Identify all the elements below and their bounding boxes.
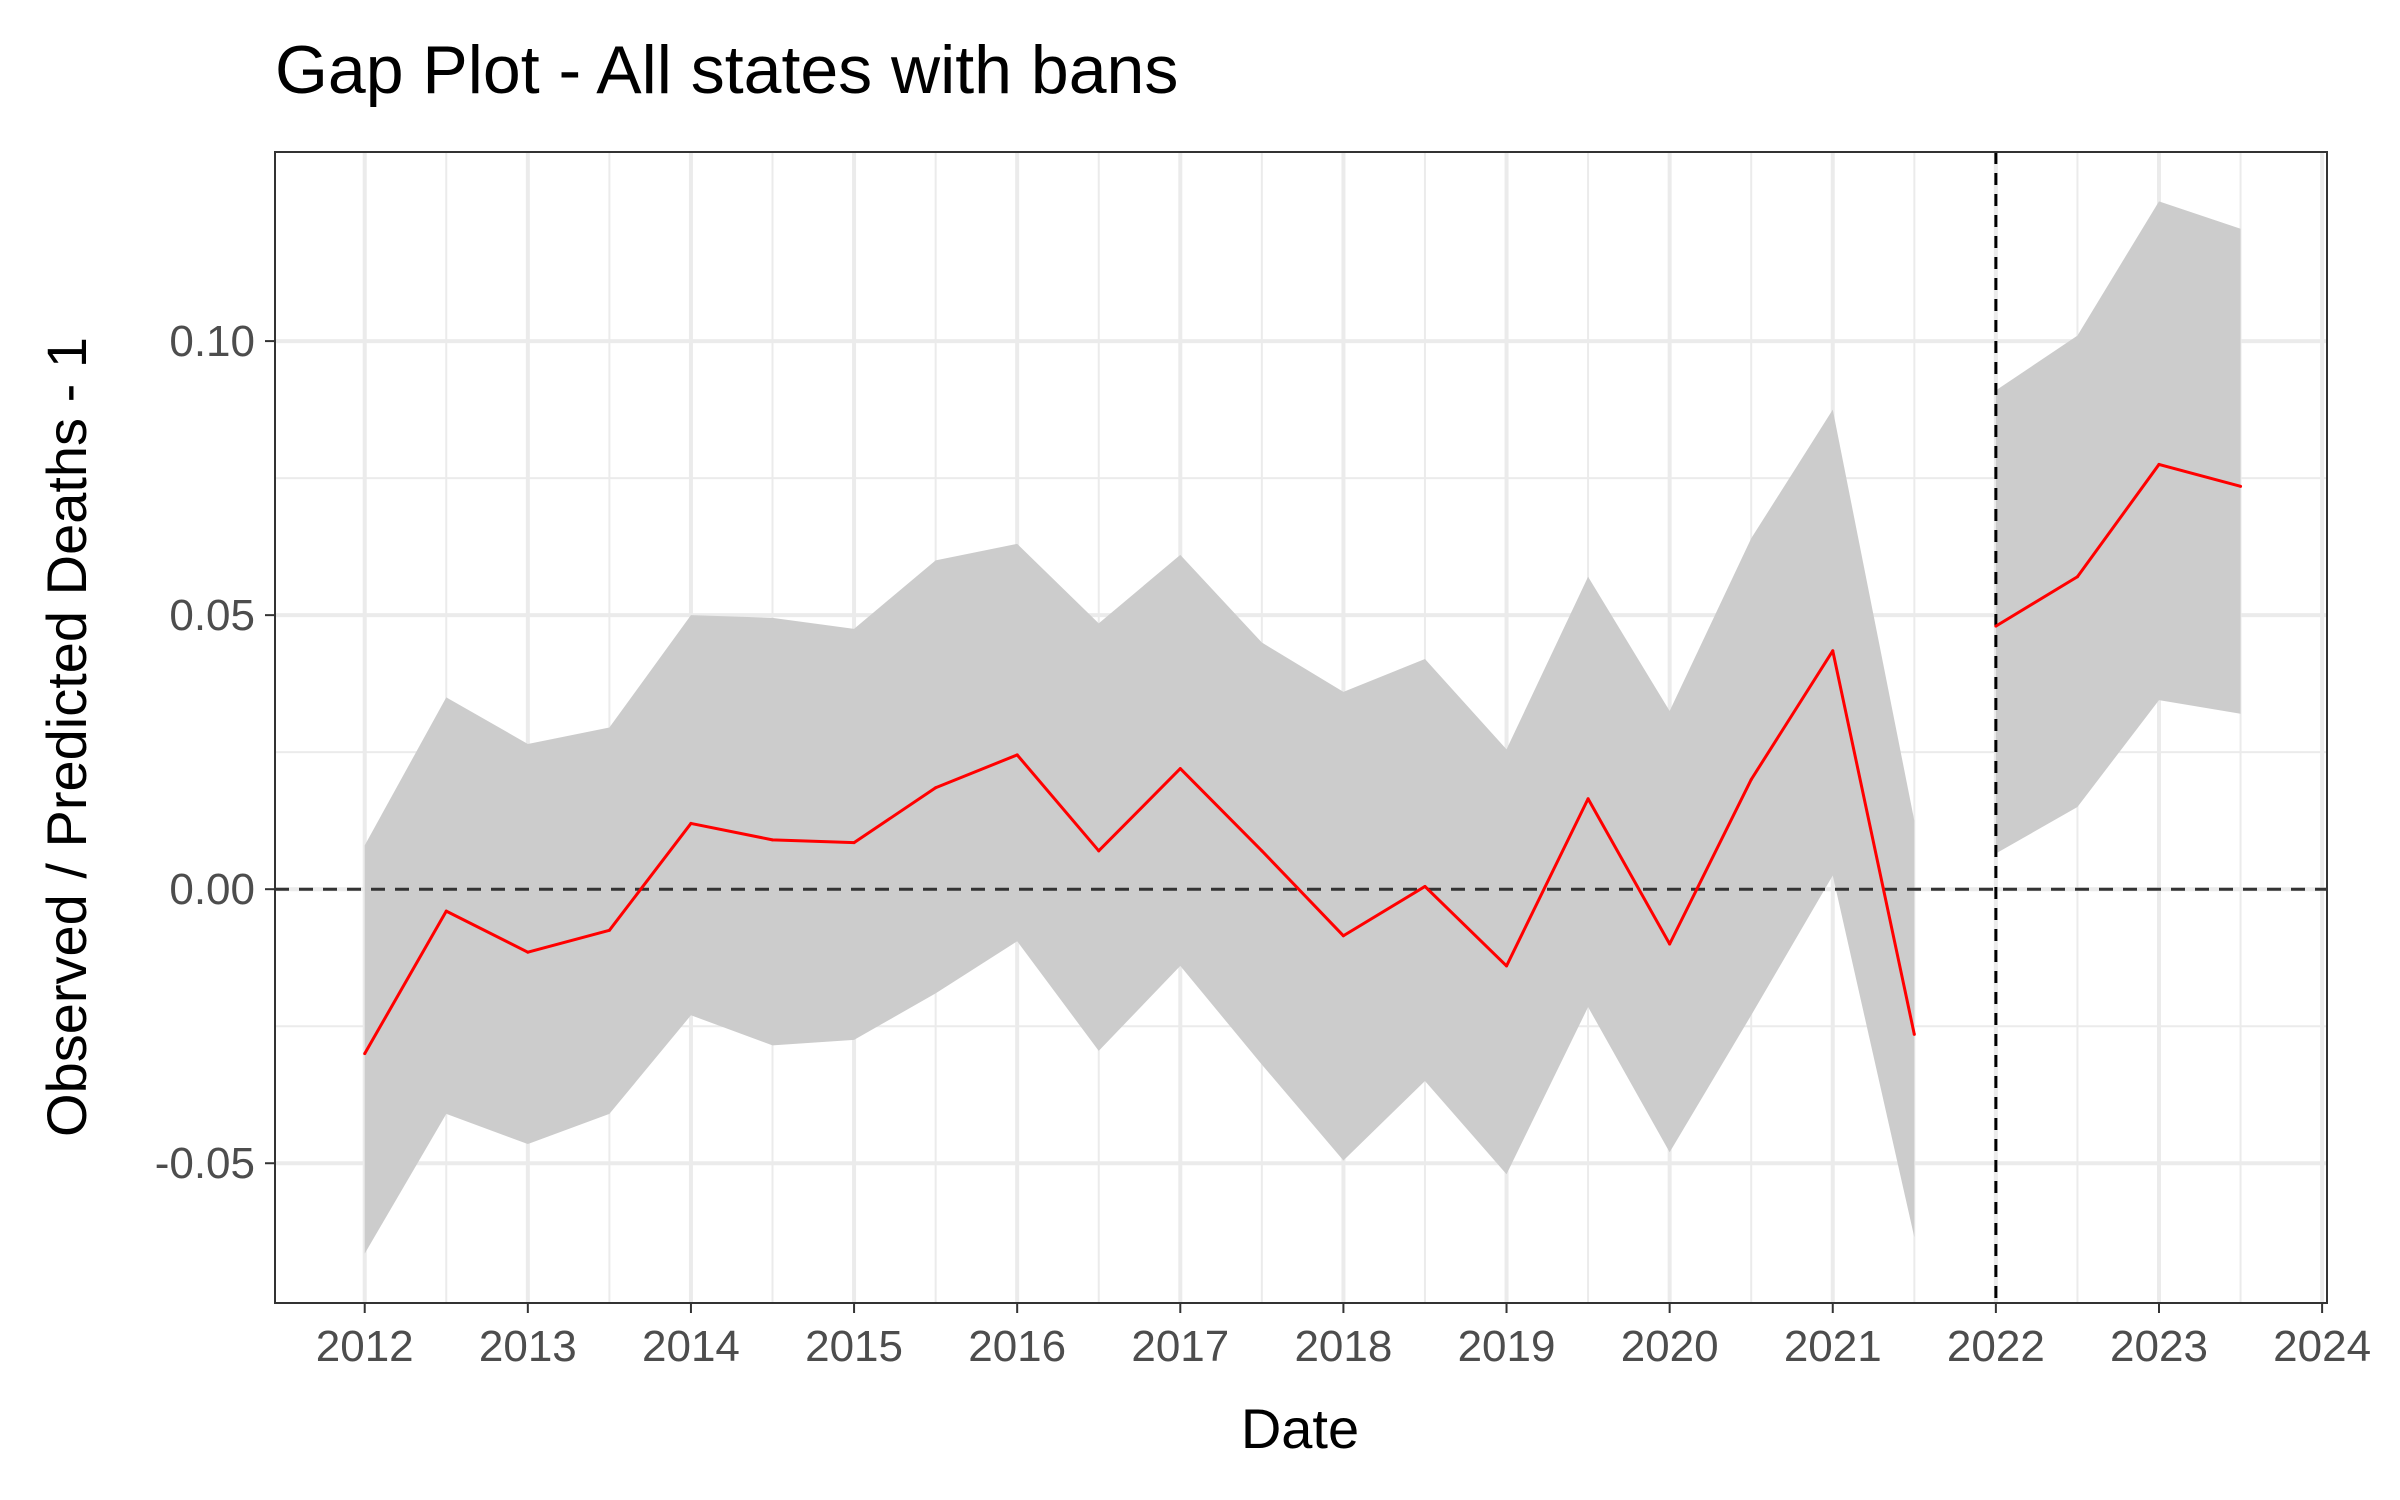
data-point (1912, 1032, 1916, 1036)
x-axis-ticks: 2012 2013 2014 2015 2016 2017 2018 2019 2020 2021… (316, 1303, 2371, 1371)
y-axis-title: Observed / Predicted Deaths - 1 (35, 337, 98, 1137)
data-point (1341, 934, 1345, 938)
reference-lines (275, 152, 2327, 1303)
confidence-band-1 (364, 409, 1915, 1254)
data-point (1586, 797, 1590, 801)
x-tick-label: 2020 (1621, 1322, 1719, 1371)
x-tick-label: 2012 (316, 1322, 414, 1371)
x-tick-label: 2013 (479, 1322, 577, 1371)
data-point (689, 821, 693, 825)
series-line-1 (363, 649, 1916, 1055)
data-point (2075, 575, 2079, 579)
data-point (1505, 964, 1509, 968)
x-tick-label: 2019 (1458, 1322, 1556, 1371)
series-lines (363, 462, 2243, 1056)
confidence-bands (364, 201, 2241, 1254)
data-point (607, 928, 611, 932)
x-axis-title: Date (1241, 1397, 1359, 1460)
data-point (2239, 484, 2243, 488)
confidence-band-2 (1995, 201, 2241, 854)
y-tick-label: 0.00 (169, 865, 255, 914)
data-point (1668, 942, 1672, 946)
y-axis-ticks: -0.05 0.00 0.05 0.10 (155, 317, 275, 1188)
y-tick-label: 0.10 (169, 317, 255, 366)
x-tick-label: 2024 (2273, 1322, 2371, 1371)
x-tick-label: 2021 (1784, 1322, 1882, 1371)
data-point (1423, 884, 1427, 888)
x-tick-label: 2016 (968, 1322, 1066, 1371)
x-tick-label: 2014 (642, 1322, 740, 1371)
data-point (2157, 462, 2161, 466)
x-tick-label: 2023 (2110, 1322, 2208, 1371)
data-point (934, 786, 938, 790)
data-point (444, 909, 448, 913)
data-point (363, 1052, 367, 1056)
data-point (526, 950, 530, 954)
y-tick-label: -0.05 (155, 1139, 255, 1188)
x-tick-label: 2017 (1131, 1322, 1229, 1371)
data-point (852, 841, 856, 845)
x-tick-label: 2022 (1947, 1322, 2045, 1371)
x-tick-label: 2018 (1294, 1322, 1392, 1371)
chart-title: Gap Plot - All states with bans (275, 32, 1178, 108)
panel-border (274, 151, 2328, 1304)
y-tick-label: 0.05 (169, 591, 255, 640)
data-point (1015, 753, 1019, 757)
data-point (1994, 624, 1998, 628)
data-point (1831, 649, 1835, 653)
data-point (1749, 778, 1753, 782)
data-point (1260, 849, 1264, 853)
data-point (771, 838, 775, 842)
series-line-2 (1995, 462, 2241, 628)
data-point (1097, 849, 1101, 853)
data-point (1178, 767, 1182, 771)
x-tick-label: 2015 (805, 1322, 903, 1371)
